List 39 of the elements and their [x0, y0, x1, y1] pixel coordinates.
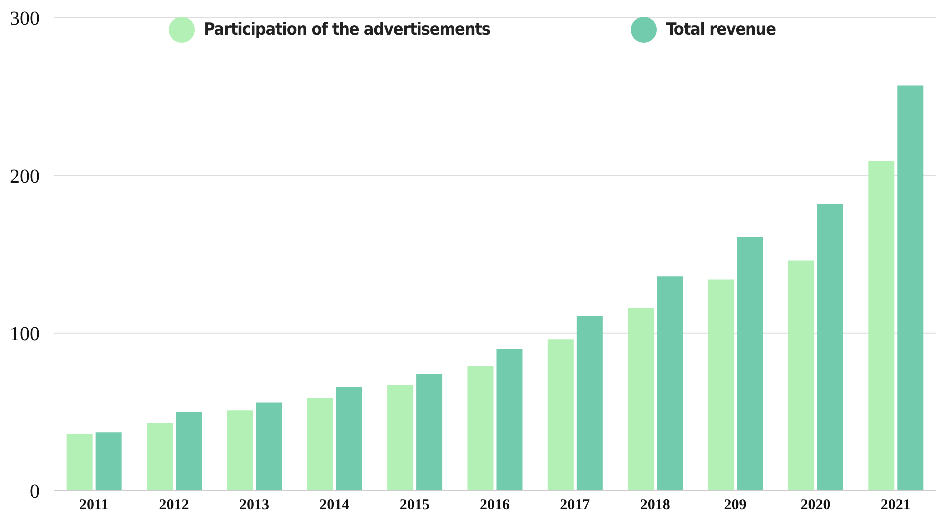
bar: [468, 366, 494, 491]
x-tick-label: 2015: [400, 498, 430, 514]
bar: [548, 340, 574, 491]
x-tick-label: 2011: [79, 498, 109, 514]
bar: [227, 410, 254, 491]
x-tick-label: 2016: [480, 498, 510, 514]
bar: [307, 398, 334, 491]
bar: [66, 434, 93, 491]
y-tick-label: 300: [10, 8, 40, 30]
bar: [256, 402, 282, 491]
bar: [388, 385, 414, 491]
x-tick-label: 2020: [800, 498, 831, 514]
x-tick-label: 2013: [239, 498, 270, 514]
legend-label: Participation of the advertisements: [204, 20, 490, 40]
bar: [898, 86, 924, 491]
bar: [147, 423, 174, 491]
bar: [416, 374, 443, 491]
x-tick-label: 2014: [320, 498, 350, 514]
x-tick-label: 2018: [640, 498, 670, 514]
bar: [628, 308, 654, 491]
bar: [496, 349, 523, 491]
bar: [336, 386, 362, 491]
x-tick-label: 2012: [159, 498, 190, 514]
x-tick-label: 2021: [880, 498, 911, 514]
bar: [708, 280, 734, 491]
bar: [576, 316, 603, 491]
bar: [868, 161, 895, 491]
x-tick-label: 2017: [560, 498, 591, 514]
legend-label: Total revenue: [666, 20, 776, 40]
bar: [96, 432, 122, 491]
bar: [817, 204, 844, 491]
bar: [788, 260, 814, 491]
y-tick-label: 200: [10, 166, 40, 188]
x-tick-label: 209: [724, 498, 747, 514]
y-tick-label: 100: [10, 323, 40, 346]
bar: [737, 237, 764, 491]
bar: [657, 276, 684, 491]
bar: [176, 412, 202, 491]
y-tick-label: 0: [30, 481, 40, 504]
